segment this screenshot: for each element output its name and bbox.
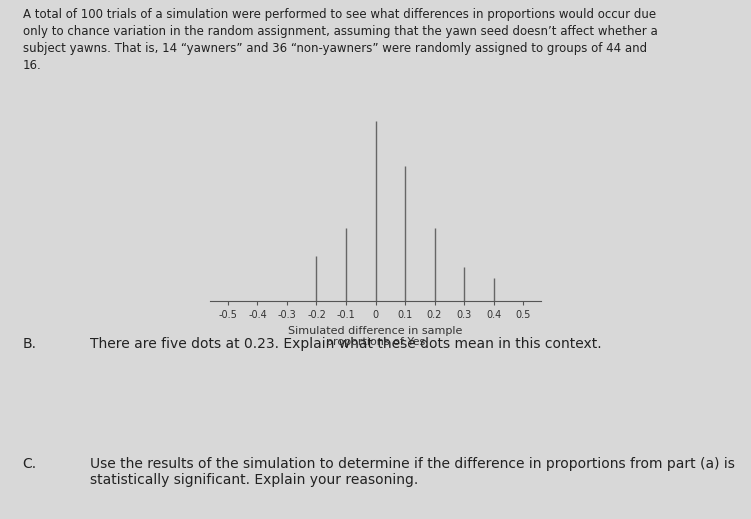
Text: C.: C. xyxy=(23,457,37,471)
Text: There are five dots at 0.23. Explain what these dots mean in this context.: There are five dots at 0.23. Explain wha… xyxy=(90,337,602,351)
Text: B.: B. xyxy=(23,337,37,351)
Text: Use the results of the simulation to determine if the difference in proportions : Use the results of the simulation to det… xyxy=(90,457,735,487)
Text: A total of 100 trials of a simulation were performed to see what differences in : A total of 100 trials of a simulation we… xyxy=(23,8,657,72)
X-axis label: Simulated difference in sample
proportions of Yes: Simulated difference in sample proportio… xyxy=(288,325,463,347)
